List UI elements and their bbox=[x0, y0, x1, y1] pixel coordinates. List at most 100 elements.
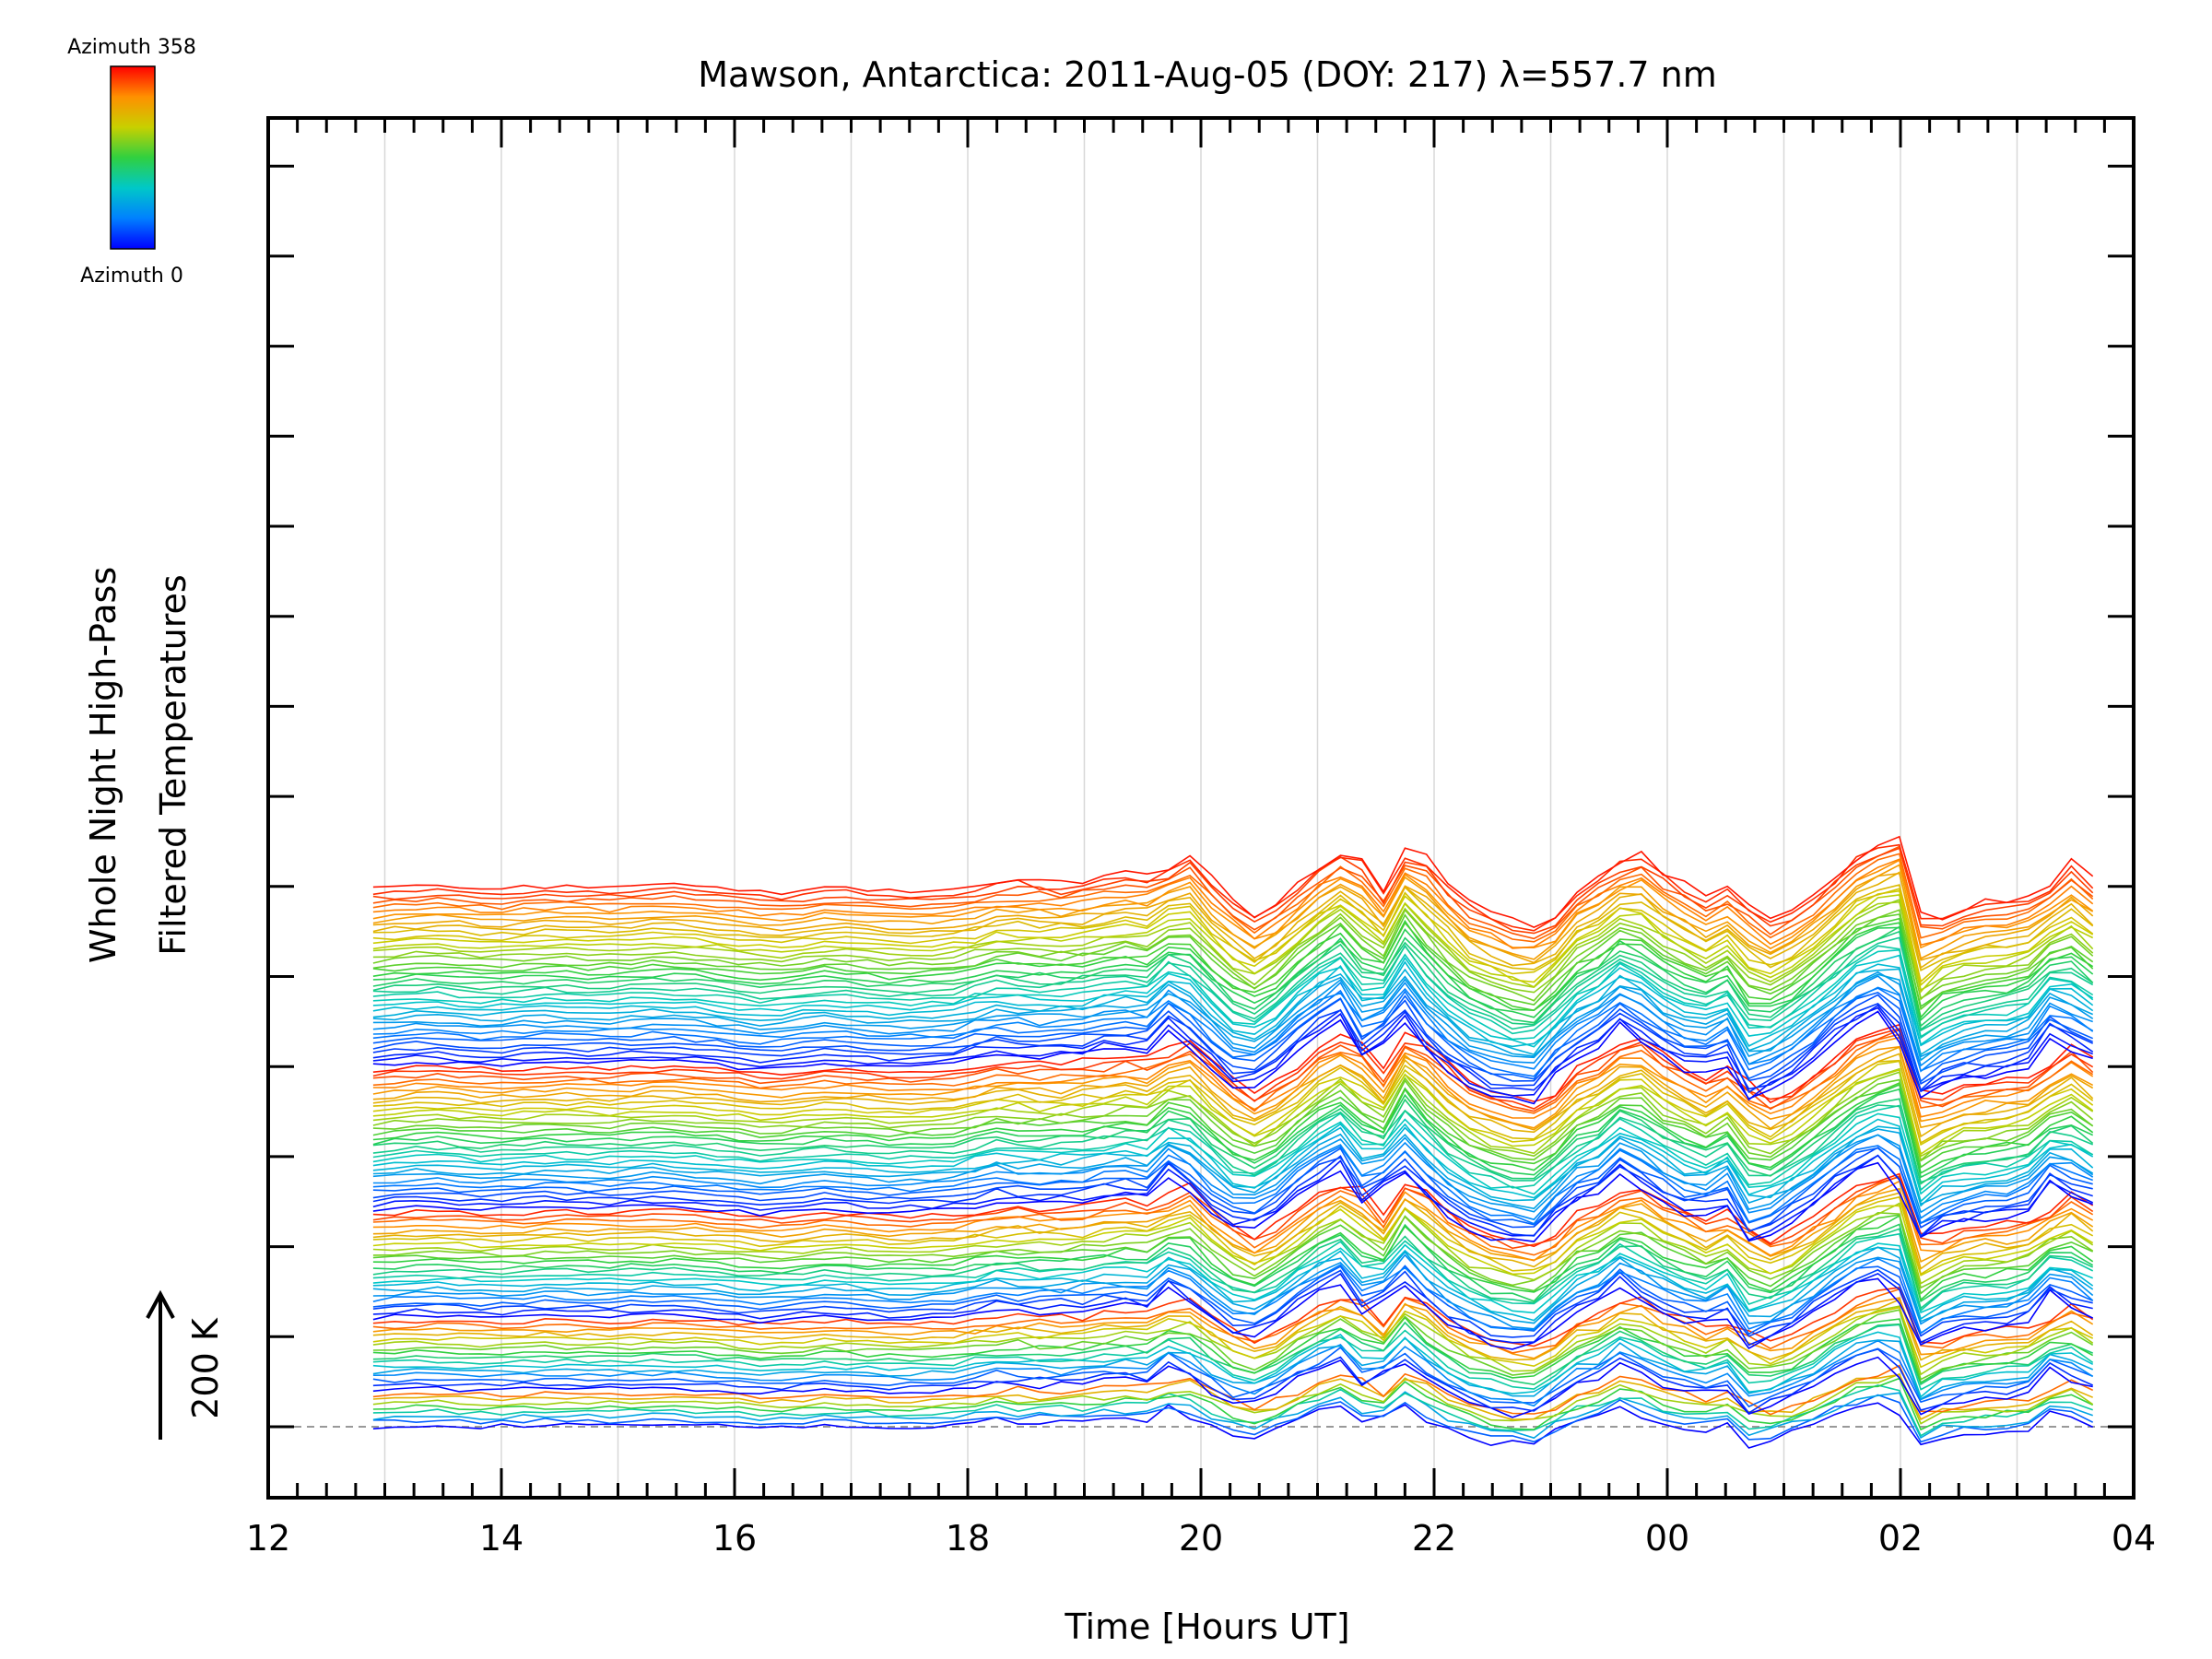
temperature-trace bbox=[372, 919, 2094, 1019]
temperature-trace bbox=[372, 1288, 2093, 1354]
temperature-trace bbox=[372, 954, 2094, 1048]
temperature-trace bbox=[372, 1356, 2093, 1418]
temperature-trace bbox=[372, 1228, 2094, 1310]
temperature-trace bbox=[372, 1118, 2094, 1203]
temperature-trace bbox=[372, 926, 2094, 1022]
colorbar-gradient bbox=[110, 65, 156, 250]
temperature-trace bbox=[372, 930, 2094, 1031]
x-axis-label: Time [Hours UT] bbox=[1064, 1606, 1349, 1647]
temperature-trace bbox=[372, 835, 2094, 928]
temperature-trace bbox=[372, 1059, 2094, 1145]
temperature-trace bbox=[372, 1071, 2094, 1162]
temperature-trace bbox=[372, 1176, 2094, 1250]
temperature-trace bbox=[372, 1081, 2094, 1169]
temperature-trace bbox=[372, 917, 2094, 1011]
temperature-trace bbox=[372, 1134, 2094, 1214]
temperature-trace bbox=[372, 925, 2094, 1028]
y-axis-label: Whole Night High-Pass Filtered Temperatu… bbox=[83, 567, 194, 963]
temperature-trace bbox=[372, 1083, 2094, 1174]
temperature-trace bbox=[372, 1045, 2094, 1129]
temperature-trace bbox=[372, 871, 2094, 970]
temperature-trace bbox=[372, 1112, 2094, 1195]
temperature-trace bbox=[372, 1036, 2094, 1119]
temperature-trace bbox=[372, 1211, 2094, 1289]
temperature-trace bbox=[372, 1306, 2094, 1369]
temperature-trace bbox=[372, 843, 2094, 932]
temperature-trace bbox=[372, 899, 2094, 1001]
temperature-trace bbox=[372, 994, 2094, 1085]
scale-arrowhead-icon bbox=[146, 1289, 175, 1319]
temperature-trace bbox=[372, 987, 2094, 1077]
temperature-trace bbox=[372, 1002, 2094, 1094]
temperature-trace bbox=[372, 1232, 2094, 1312]
temperature-trace bbox=[372, 1246, 2094, 1322]
temperature-trace bbox=[372, 864, 2094, 960]
temperature-trace bbox=[372, 858, 2094, 949]
x-tick-label: 20 bbox=[1179, 1518, 1223, 1559]
temperature-trace bbox=[372, 913, 2094, 1011]
temperature-trace bbox=[372, 1195, 2094, 1276]
chart-title: Mawson, Antarctica: 2011-Aug-05 (DOY: 21… bbox=[698, 54, 1717, 95]
temperature-trace bbox=[372, 900, 2094, 992]
temperature-trace bbox=[372, 1242, 2093, 1314]
temperature-trace bbox=[372, 1309, 2094, 1381]
temperature-trace bbox=[372, 973, 2094, 1062]
temperature-trace bbox=[372, 992, 2094, 1083]
temperature-trace bbox=[372, 1268, 2093, 1338]
temperature-trace bbox=[372, 975, 2093, 1067]
plot-area: 12 14 16 18 20 22 00 02 04 bbox=[246, 116, 2156, 1559]
temperature-trace bbox=[372, 1402, 2094, 1449]
temperature-trace bbox=[372, 1257, 2094, 1335]
temperature-trace bbox=[372, 1004, 2094, 1093]
temperature-trace bbox=[372, 1029, 2094, 1112]
temperature-trace bbox=[372, 1154, 2094, 1241]
y-axis-label-line-1: Whole Night High-Pass bbox=[83, 567, 124, 963]
temperature-trace bbox=[372, 1128, 2094, 1210]
temperature-trace bbox=[372, 908, 2094, 1002]
temperature-trace bbox=[372, 1336, 2094, 1400]
temperature-trace bbox=[372, 986, 2094, 1073]
temperature-trace bbox=[372, 936, 2094, 1032]
temperature-trace bbox=[372, 1104, 2094, 1192]
temperature-trace bbox=[372, 884, 2094, 971]
y-axis-label-line-2: Filtered Temperatures bbox=[153, 574, 194, 955]
axis-ticks bbox=[266, 118, 2136, 1498]
temperature-traces bbox=[372, 835, 2094, 1449]
temperature-trace bbox=[372, 1010, 2093, 1105]
scale-indicator: 200 K bbox=[146, 1289, 226, 1440]
temperature-trace bbox=[372, 1088, 2094, 1179]
x-tick-label: 00 bbox=[1645, 1518, 1689, 1559]
temperature-trace bbox=[372, 1053, 2094, 1138]
temperature-trace bbox=[372, 1147, 2093, 1226]
temperature-trace bbox=[372, 894, 2094, 994]
temperature-trace bbox=[372, 1187, 2094, 1264]
temperature-trace bbox=[372, 847, 2094, 935]
temperature-trace bbox=[372, 1253, 2094, 1330]
colorbar-top-label: Azimuth 358 bbox=[67, 36, 196, 59]
temperature-trace bbox=[372, 1104, 2094, 1183]
temperature-trace bbox=[372, 1394, 2094, 1443]
x-tick-label: 12 bbox=[246, 1518, 290, 1559]
x-tick-labels: 12 14 16 18 20 22 00 02 04 bbox=[246, 1518, 2156, 1559]
temperature-trace bbox=[372, 1098, 2094, 1185]
temperature-trace bbox=[372, 1046, 2094, 1131]
temperature-trace bbox=[372, 960, 2094, 1048]
temperature-trace bbox=[372, 1006, 2093, 1101]
temperature-trace bbox=[372, 968, 2094, 1056]
temperature-trace bbox=[372, 1202, 2094, 1285]
temperature-trace bbox=[372, 1154, 2093, 1238]
temperature-trace bbox=[372, 1214, 2094, 1295]
x-tick-label: 02 bbox=[1878, 1518, 1923, 1559]
temperature-trace bbox=[372, 1134, 2094, 1221]
temperature-trace bbox=[372, 1324, 2094, 1391]
temperature-trace bbox=[372, 1272, 2093, 1347]
temperature-trace bbox=[372, 1298, 2094, 1361]
colorbar: Azimuth 358 Azimuth 0 bbox=[67, 36, 196, 288]
temperature-trace bbox=[372, 1377, 2094, 1431]
temperature-trace bbox=[372, 1391, 2093, 1440]
temperature-trace bbox=[372, 944, 2094, 1038]
temperature-trace bbox=[372, 948, 2094, 1041]
x-tick-label: 18 bbox=[946, 1518, 990, 1559]
x-tick-label: 16 bbox=[712, 1518, 757, 1559]
temperature-trace bbox=[372, 1060, 2094, 1147]
